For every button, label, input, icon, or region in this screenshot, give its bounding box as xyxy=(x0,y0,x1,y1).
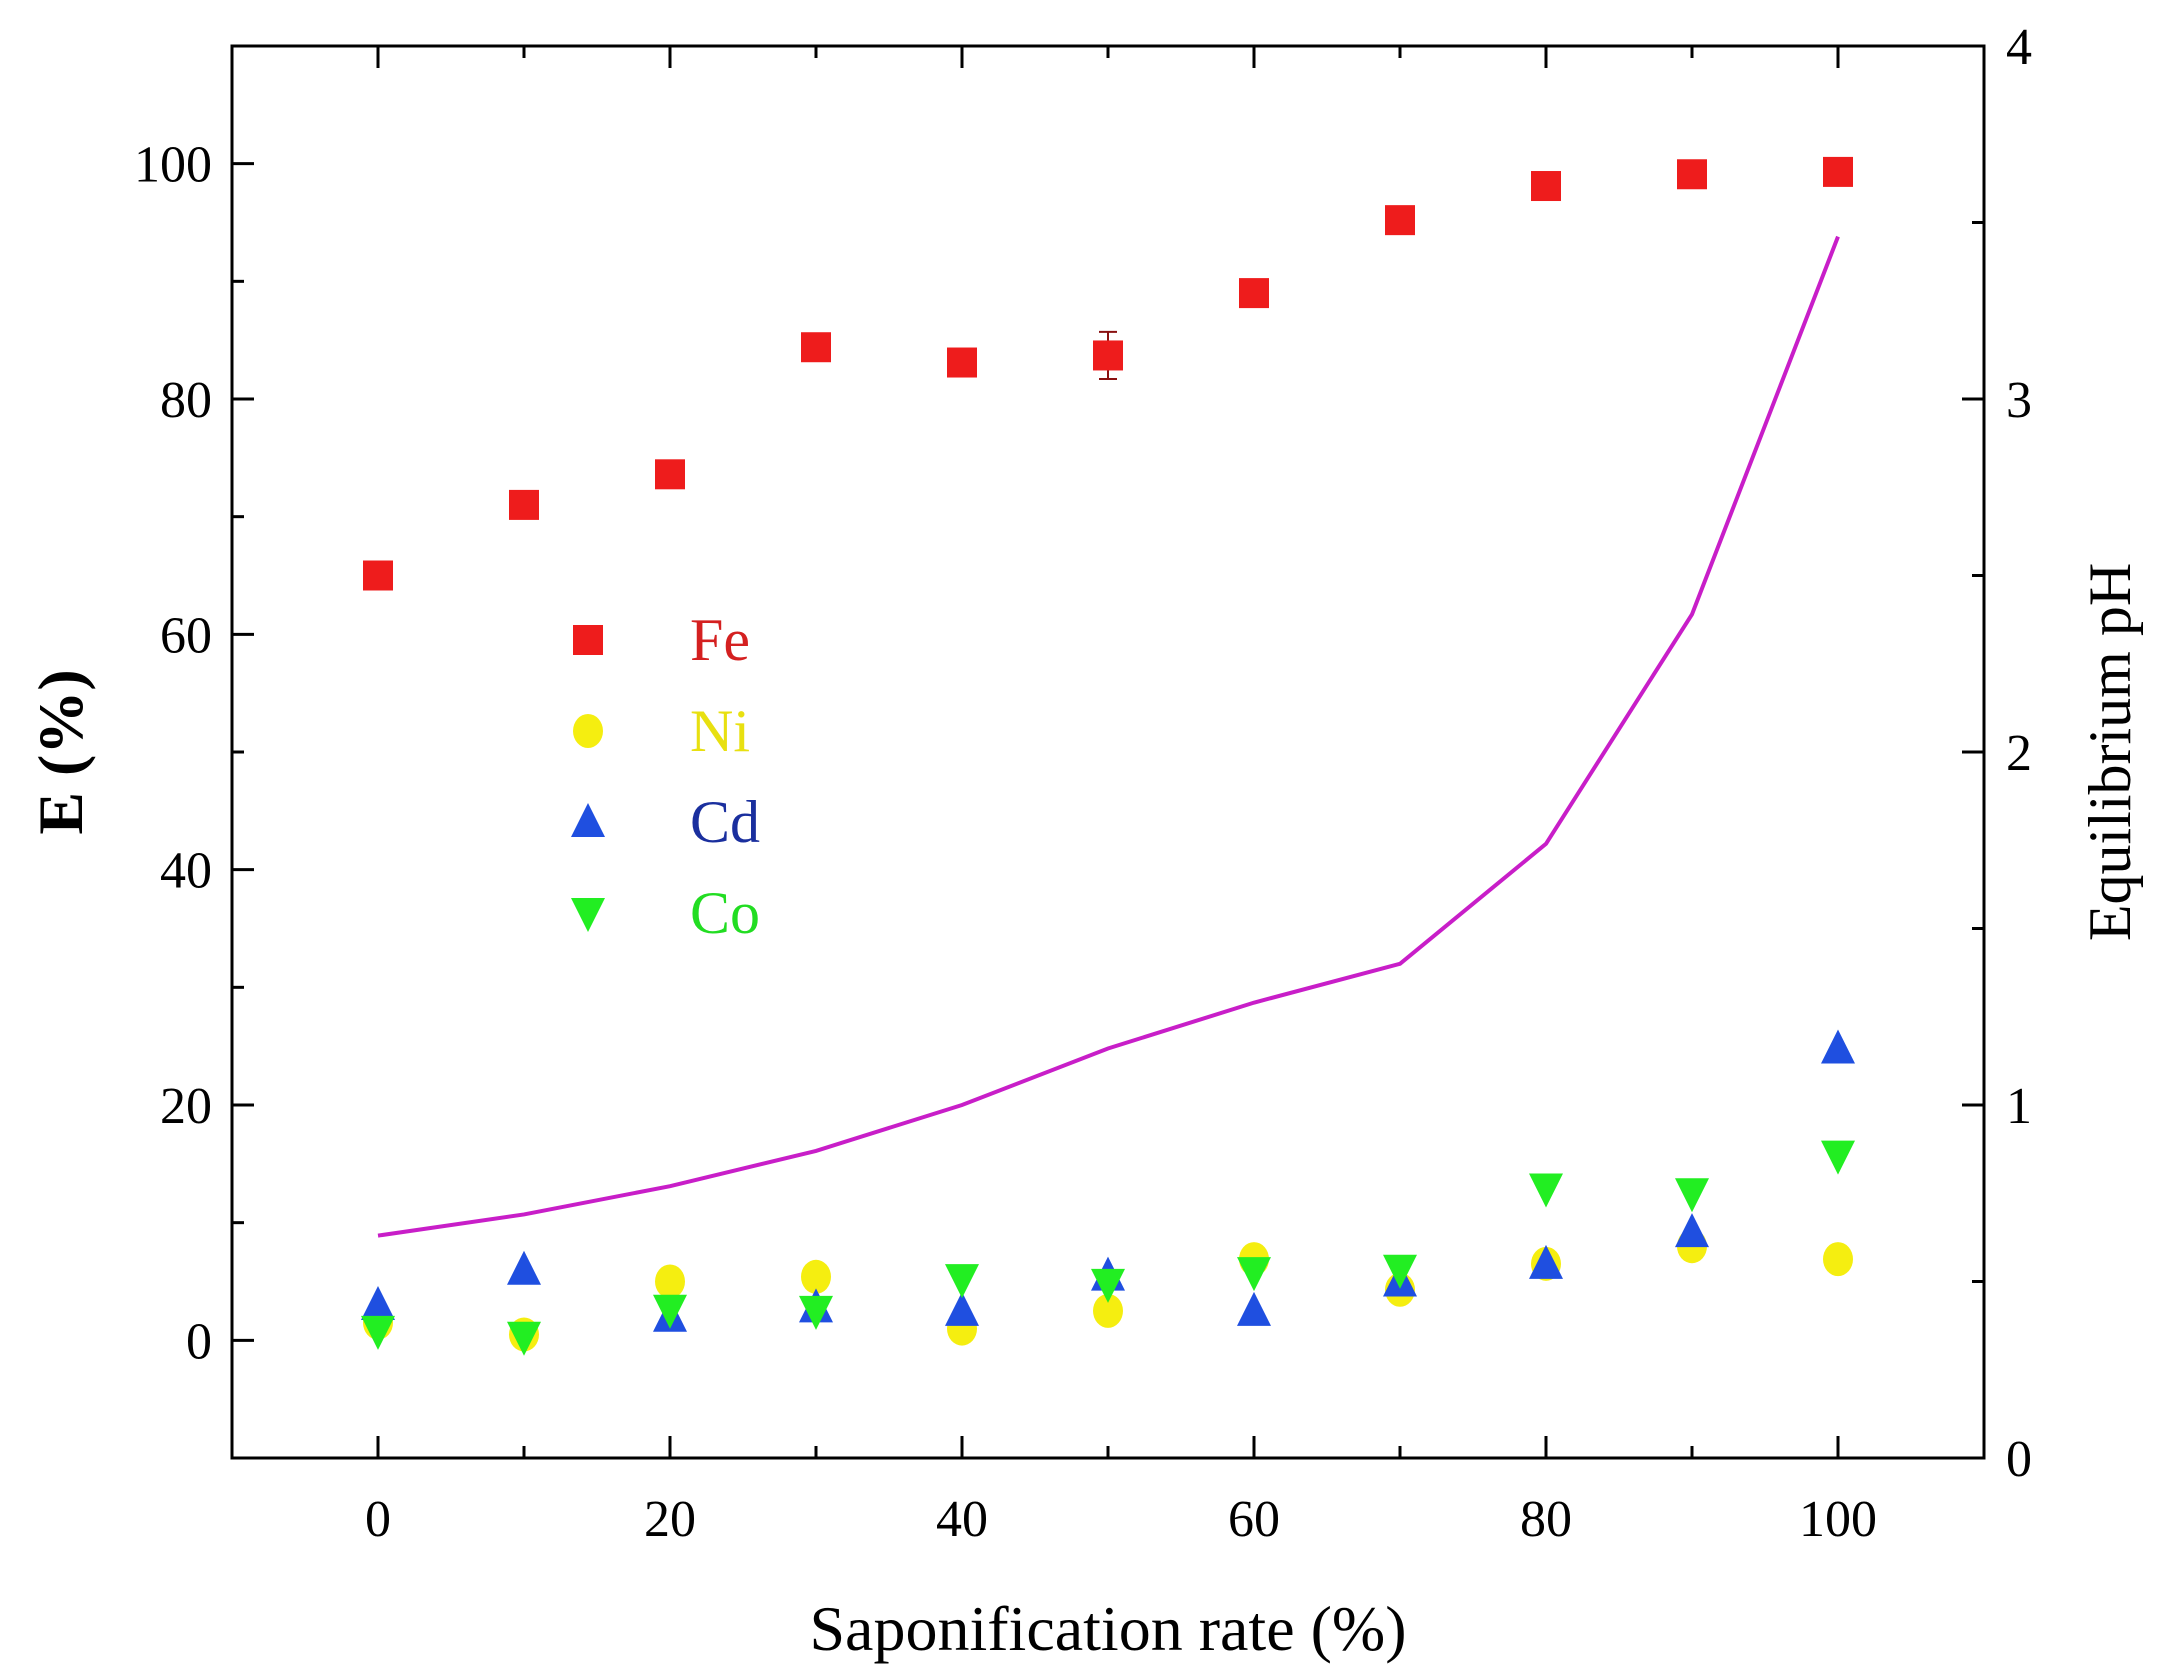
legend-label-co: Co xyxy=(690,880,760,946)
y-tick-label: 80 xyxy=(160,372,212,429)
point-co xyxy=(361,1315,395,1350)
point-ni xyxy=(1823,1242,1853,1277)
legend-marker-fe xyxy=(573,625,603,655)
point-cd xyxy=(1529,1244,1563,1279)
point-cd xyxy=(1675,1213,1709,1248)
legend: Fe Ni Cd Co xyxy=(571,607,760,946)
legend-marker-co xyxy=(571,898,605,932)
plot-marks xyxy=(361,156,1855,1356)
point-fe xyxy=(1239,278,1269,309)
y2-tick-label: 0 xyxy=(2006,1431,2032,1488)
point-cd xyxy=(1821,1029,1855,1064)
legend-label-cd: Cd xyxy=(690,789,760,855)
x-tick-label: 100 xyxy=(1799,1491,1877,1548)
point-co xyxy=(507,1321,541,1356)
point-co xyxy=(1675,1178,1709,1213)
point-co xyxy=(1529,1173,1563,1208)
legend-marker-ni xyxy=(573,714,603,748)
point-co xyxy=(799,1295,833,1330)
y-tick-label: 0 xyxy=(186,1313,212,1370)
point-ni xyxy=(655,1264,685,1299)
point-co xyxy=(1091,1268,1125,1303)
point-fe xyxy=(363,560,393,591)
legend-label-ni: Ni xyxy=(690,698,750,764)
x-axis-label: Saponification rate (%) xyxy=(809,1593,1406,1664)
point-fe xyxy=(509,489,539,520)
y-tick-label: 60 xyxy=(160,607,212,664)
point-co xyxy=(1237,1257,1271,1292)
point-co xyxy=(653,1294,687,1329)
y2-tick-label: 4 xyxy=(2006,19,2032,76)
point-fe xyxy=(801,332,831,363)
point-fe xyxy=(947,347,977,378)
x-tick-label: 0 xyxy=(365,1491,391,1548)
y2-tick-label: 1 xyxy=(2006,1078,2032,1135)
legend-label-fe: Fe xyxy=(690,607,750,673)
y-tick-label: 20 xyxy=(160,1078,212,1135)
point-fe xyxy=(655,459,685,490)
legend-marker-cd xyxy=(571,803,605,837)
point-cd xyxy=(1237,1291,1271,1326)
point-ni xyxy=(1093,1293,1123,1328)
point-co xyxy=(1821,1140,1855,1175)
axes: 0 20 40 60 80 100 0 20 40 60 80 100 0 1 2 3 4 xyxy=(134,19,2032,1548)
point-fe xyxy=(1823,156,1853,187)
y-tick-label: 100 xyxy=(134,137,212,194)
y2-tick-label: 2 xyxy=(2006,725,2032,782)
ph-line xyxy=(377,235,1840,1238)
point-fe xyxy=(1531,171,1561,202)
point-cd xyxy=(507,1250,541,1285)
point-ni xyxy=(801,1259,831,1294)
point-co xyxy=(1383,1254,1417,1289)
point-cd xyxy=(945,1291,979,1326)
point-cd xyxy=(361,1286,395,1321)
point-fe xyxy=(1385,205,1415,236)
point-fe xyxy=(1677,159,1707,190)
point-co xyxy=(945,1264,979,1299)
point-fe xyxy=(1093,340,1123,371)
y-axis-label: E (%) xyxy=(25,669,96,834)
y2-axis-label: Equilibrium pH xyxy=(2077,563,2143,941)
y2-tick-label: 3 xyxy=(2006,372,2032,429)
x-tick-label: 80 xyxy=(1520,1491,1572,1548)
x-tick-label: 40 xyxy=(936,1491,988,1548)
x-tick-label: 20 xyxy=(644,1491,696,1548)
y-tick-label: 40 xyxy=(160,843,212,900)
plot-frame xyxy=(230,44,1986,1460)
x-tick-label: 60 xyxy=(1228,1491,1280,1548)
